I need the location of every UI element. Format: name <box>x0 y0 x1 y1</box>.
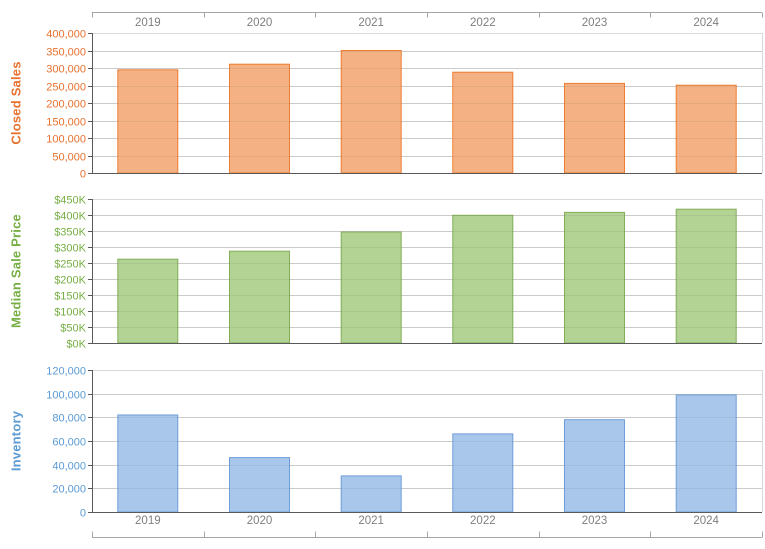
bar-median-sale-price-2024 <box>675 208 737 344</box>
ytick-label-inventory: 100,000 <box>46 390 86 402</box>
ytick-label-closed-sales: 400,000 <box>46 29 86 41</box>
ytick-label-closed-sales: 100,000 <box>46 134 86 146</box>
ytick-label-closed-sales: 150,000 <box>46 117 86 129</box>
top-year-label-2023: 2023 <box>582 17 608 29</box>
top-year-label-2020: 2020 <box>247 17 273 29</box>
ytick-label-median-sale-price: $300K <box>54 243 86 255</box>
axis-title-inventory: Inventory <box>8 410 24 472</box>
top-year-label-2024: 2024 <box>693 17 719 29</box>
axis-title-median-sale-price: Median Sale Price <box>8 214 24 328</box>
bar-closed-sales-2022 <box>452 71 514 174</box>
bottom-year-label-2022: 2022 <box>470 515 496 527</box>
ytick-label-median-sale-price: $400K <box>54 211 86 223</box>
bottom-year-label-2020: 2020 <box>247 515 273 527</box>
bottom-year-label-2024: 2024 <box>693 515 719 527</box>
ytick-label-closed-sales: 300,000 <box>46 64 86 76</box>
ytick-label-median-sale-price: $250K <box>54 259 86 271</box>
ytick-label-closed-sales: 350,000 <box>46 47 86 59</box>
bar-median-sale-price-2019 <box>117 258 179 344</box>
ytick-label-inventory: 0 <box>80 508 86 520</box>
top-year-label-2019: 2019 <box>135 17 161 29</box>
ytick-label-closed-sales: 0 <box>80 169 86 181</box>
bottom-year-label-2023: 2023 <box>582 515 608 527</box>
ytick-label-closed-sales: 50,000 <box>52 152 86 164</box>
bar-inventory-2022 <box>452 433 514 513</box>
ytick-label-median-sale-price: $450K <box>54 195 86 207</box>
bottom-year-label-2021: 2021 <box>358 515 384 527</box>
bar-inventory-2023 <box>564 419 625 513</box>
bar-inventory-2019 <box>117 414 179 513</box>
ytick-label-median-sale-price: $100K <box>54 307 86 319</box>
axis-title-closed-sales: Closed Sales <box>8 61 24 145</box>
ytick-label-inventory: 20,000 <box>52 484 86 496</box>
ytick-label-median-sale-price: $50K <box>60 323 86 335</box>
bar-closed-sales-2024 <box>675 84 737 174</box>
bar-inventory-2024 <box>675 394 737 513</box>
bar-closed-sales-2019 <box>117 69 179 174</box>
top-year-label-2022: 2022 <box>470 17 496 29</box>
bar-closed-sales-2023 <box>564 82 625 174</box>
ytick-label-closed-sales: 200,000 <box>46 99 86 111</box>
ytick-label-inventory: 40,000 <box>52 461 86 473</box>
ytick-label-inventory: 80,000 <box>52 413 86 425</box>
ytick-label-median-sale-price: $150K <box>54 291 86 303</box>
bar-inventory-2021 <box>340 475 402 513</box>
ytick-label-inventory: 120,000 <box>46 366 86 378</box>
bottom-year-label-2019: 2019 <box>135 515 161 527</box>
ytick-label-closed-sales: 250,000 <box>46 82 86 94</box>
ytick-label-median-sale-price: $200K <box>54 275 86 287</box>
ytick-label-median-sale-price: $350K <box>54 227 86 239</box>
ytick-label-median-sale-price: $0K <box>66 339 86 351</box>
bar-median-sale-price-2021 <box>340 231 402 344</box>
bar-median-sale-price-2020 <box>229 250 290 344</box>
top-year-label-2021: 2021 <box>358 17 384 29</box>
bar-inventory-2020 <box>229 457 290 513</box>
ytick-label-inventory: 60,000 <box>52 437 86 449</box>
